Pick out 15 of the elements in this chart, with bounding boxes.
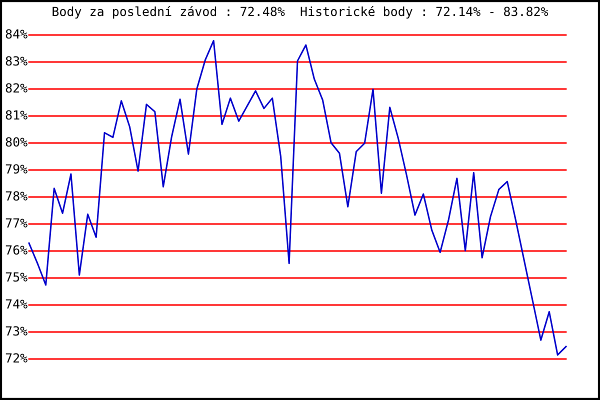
- y-tick-label: 80%: [6, 137, 28, 147]
- y-tick-label: 74%: [6, 299, 28, 308]
- y-tick-label: 81%: [6, 110, 28, 120]
- y-tick-label: 83%: [6, 56, 28, 66]
- y-tick-label: 73%: [6, 326, 28, 336]
- line-series: [28, 40, 567, 356]
- chart-title: Body za poslední závod : 72.48% Historické body : 72.14% - 83.82%: [52, 6, 548, 19]
- y-tick-label: 82%: [6, 83, 28, 93]
- y-tick-label: 75%: [6, 272, 28, 282]
- y-tick-label: 72%: [6, 353, 28, 362]
- y-tick-label: 79%: [6, 164, 28, 174]
- y-tick-label: 78%: [6, 191, 28, 201]
- y-tick-label: 76%: [6, 245, 28, 255]
- y-tick-label: 84%: [6, 29, 28, 39]
- y-tick-label: 77%: [6, 218, 28, 228]
